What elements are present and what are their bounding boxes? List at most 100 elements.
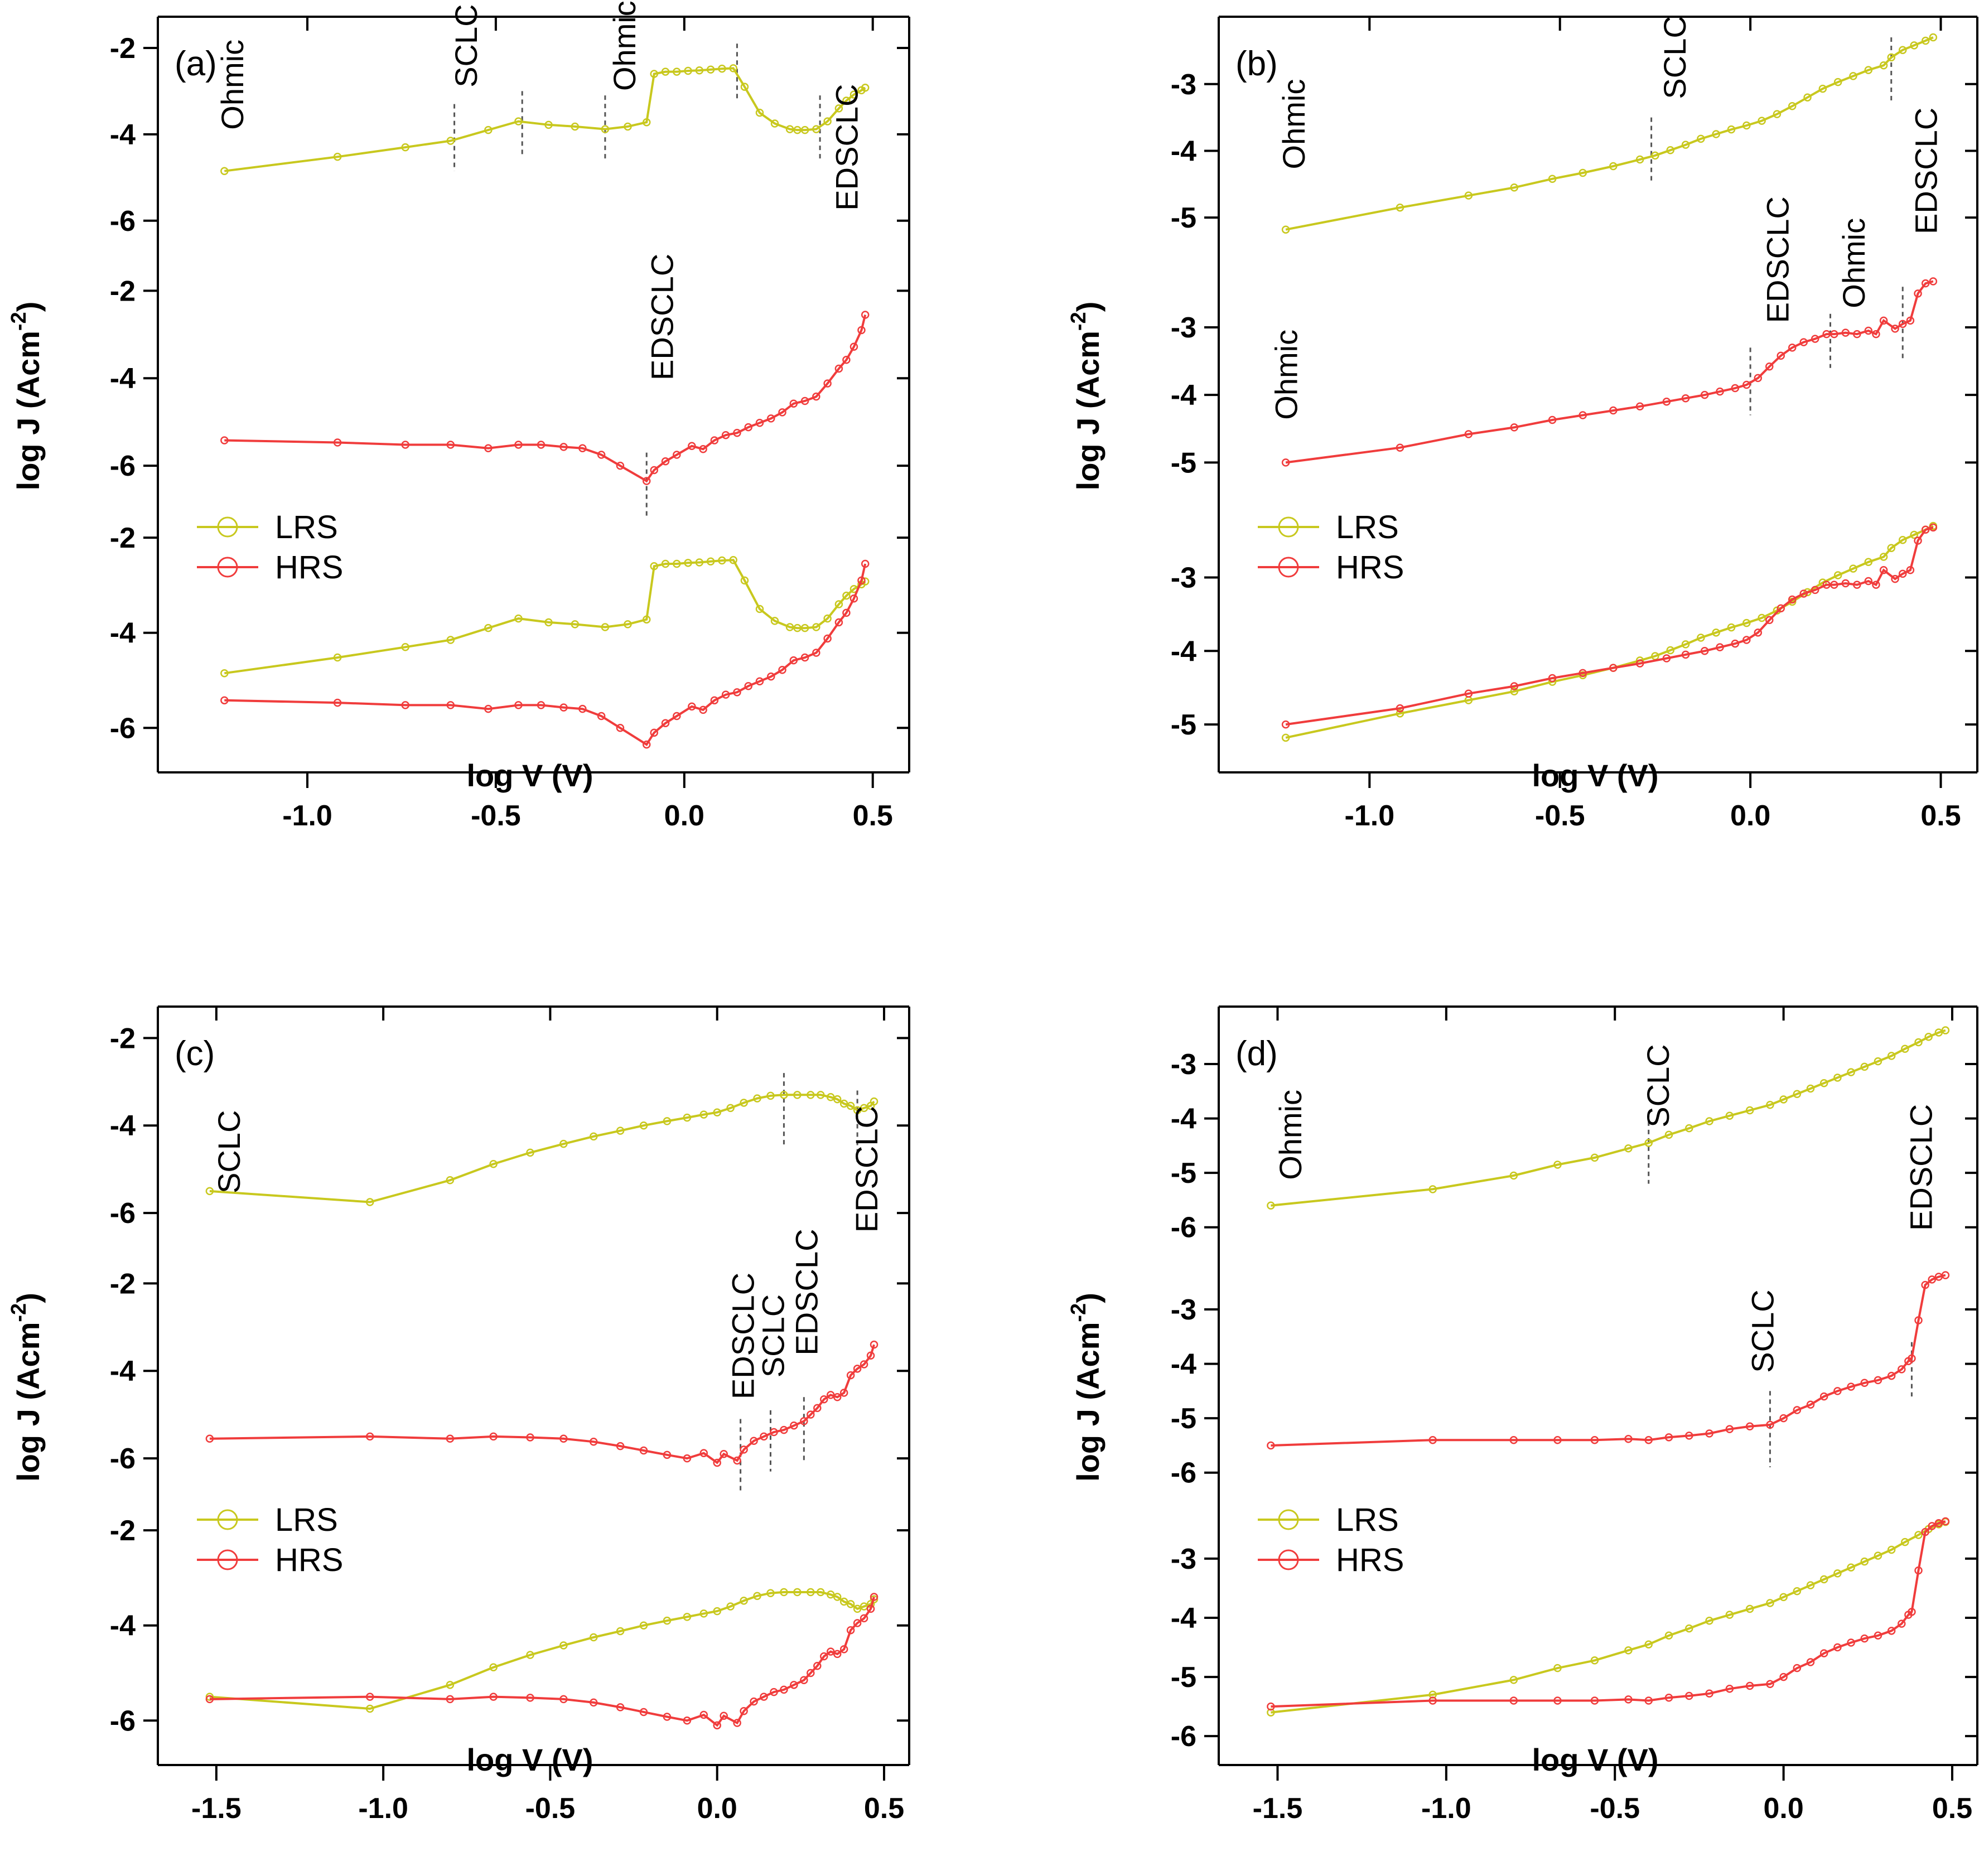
data-point-hrs: [1874, 1631, 1882, 1640]
data-point-lrs: [766, 1589, 775, 1597]
y-axis-title: log J (Acm-2): [7, 1293, 46, 1482]
data-point-hrs: [446, 1434, 455, 1443]
data-point-lrs: [1281, 733, 1290, 742]
data-point-hrs: [1928, 1522, 1936, 1530]
data-point-lrs: [624, 122, 632, 131]
data-point-hrs: [1914, 1566, 1923, 1575]
data-point-hrs: [1830, 581, 1838, 589]
data-point-hrs: [1914, 536, 1922, 545]
data-point-hrs: [333, 698, 342, 707]
data-point-hrs: [834, 364, 843, 373]
data-point-lrs: [1712, 130, 1720, 138]
data-point-lrs: [1727, 623, 1736, 632]
data-point-lrs: [1685, 1624, 1693, 1633]
data-point-hrs: [780, 1425, 788, 1434]
data-point-lrs: [1779, 1095, 1788, 1104]
data-point-lrs: [870, 1595, 878, 1604]
data-point-lrs: [1742, 618, 1751, 627]
data-point-hrs: [713, 1721, 721, 1730]
x-axis-title: log V (V): [466, 758, 593, 793]
data-point-lrs: [1624, 1144, 1633, 1153]
data-point-lrs: [601, 125, 610, 133]
data-point-hrs: [1624, 1695, 1633, 1704]
data-point-hrs: [1830, 330, 1838, 339]
data-point-lrs: [1590, 1656, 1599, 1665]
y-tick-label: -2: [110, 1515, 136, 1547]
data-point-lrs: [1758, 117, 1766, 125]
data-point-lrs: [1758, 613, 1766, 622]
data-point-lrs: [1819, 1575, 1828, 1584]
data-point-lrs: [1727, 125, 1736, 134]
subplot-0: -2 -4 -6 Ohmic SCLC Ohmic EDSCLC: [110, 1, 909, 238]
data-point-lrs: [616, 1627, 625, 1636]
series-line-hrs: [224, 563, 867, 746]
data-point-hrs: [1725, 1685, 1734, 1693]
data-point-lrs: [793, 125, 802, 134]
data-point-hrs: [1742, 380, 1751, 389]
x-axis-title: log V (V): [466, 1742, 593, 1777]
series-line-hrs: [1285, 280, 1934, 464]
data-point-lrs: [1666, 146, 1674, 154]
y-tick-label: -5: [1171, 1661, 1196, 1694]
data-point-hrs: [1281, 720, 1290, 729]
y-tick-label: -5: [1171, 447, 1196, 479]
data-point-lrs: [489, 1160, 498, 1168]
data-point-lrs: [559, 1641, 568, 1650]
data-point-hrs: [1731, 639, 1740, 648]
data-point-hrs: [861, 311, 870, 319]
data-point-lrs: [1509, 1171, 1518, 1180]
data-point-lrs: [834, 104, 843, 113]
data-point-hrs: [750, 1697, 758, 1706]
data-point-hrs: [1578, 669, 1587, 678]
data-point-lrs: [1793, 1587, 1802, 1595]
data-point-lrs: [1779, 1593, 1788, 1602]
subplot-2: -3 -4 -5 LRS HRS: [1171, 509, 1977, 742]
data-point-lrs: [713, 1108, 721, 1116]
data-point-lrs: [823, 614, 832, 623]
data-point-lrs: [446, 1176, 455, 1184]
data-point-hrs: [849, 342, 858, 351]
data-point-hrs: [1548, 674, 1557, 683]
y-tick-label: -6: [110, 205, 136, 238]
data-point-lrs: [807, 1588, 815, 1597]
data-point-lrs: [1681, 640, 1690, 649]
data-point-lrs: [650, 70, 659, 78]
data-point-hrs: [673, 451, 681, 459]
data-point-lrs: [1548, 175, 1557, 183]
region-label: Ohmic: [607, 1, 642, 91]
data-point-lrs: [683, 1113, 692, 1122]
data-point-hrs: [1898, 1365, 1906, 1374]
data-point-hrs: [800, 1417, 808, 1425]
data-point-hrs: [1860, 1379, 1869, 1387]
data-point-hrs: [1833, 1387, 1842, 1395]
data-point-hrs: [1700, 390, 1709, 399]
data-point-lrs: [817, 1091, 825, 1099]
data-point-hrs: [597, 712, 606, 721]
data-point-hrs: [744, 423, 752, 432]
data-point-lrs: [1860, 1062, 1869, 1071]
data-point-hrs: [639, 1708, 648, 1717]
data-point-hrs: [740, 1445, 748, 1454]
data-point-hrs: [489, 1693, 498, 1701]
data-point-hrs: [800, 397, 809, 405]
y-tick-label: -5: [1171, 1157, 1196, 1190]
y-tick-label: -4: [1171, 1602, 1196, 1635]
data-point-lrs: [1924, 1033, 1933, 1041]
y-tick-label: -2: [110, 1022, 136, 1055]
data-point-lrs: [642, 118, 651, 127]
data-point-lrs: [1910, 530, 1918, 539]
x-tick-label: 0.5: [864, 1792, 904, 1825]
data-point-lrs: [785, 623, 794, 631]
data-point-hrs: [857, 326, 866, 335]
data-point-lrs: [1898, 46, 1907, 54]
x-tick-label: -0.5: [1590, 1792, 1640, 1825]
data-point-hrs: [642, 740, 651, 749]
data-point-hrs: [1921, 525, 1930, 534]
data-point-hrs: [1281, 458, 1290, 467]
data-point-hrs: [1681, 650, 1690, 659]
data-point-hrs: [1664, 1433, 1673, 1442]
data-point-hrs: [740, 1706, 748, 1715]
y-tick-label: -2: [110, 275, 136, 307]
